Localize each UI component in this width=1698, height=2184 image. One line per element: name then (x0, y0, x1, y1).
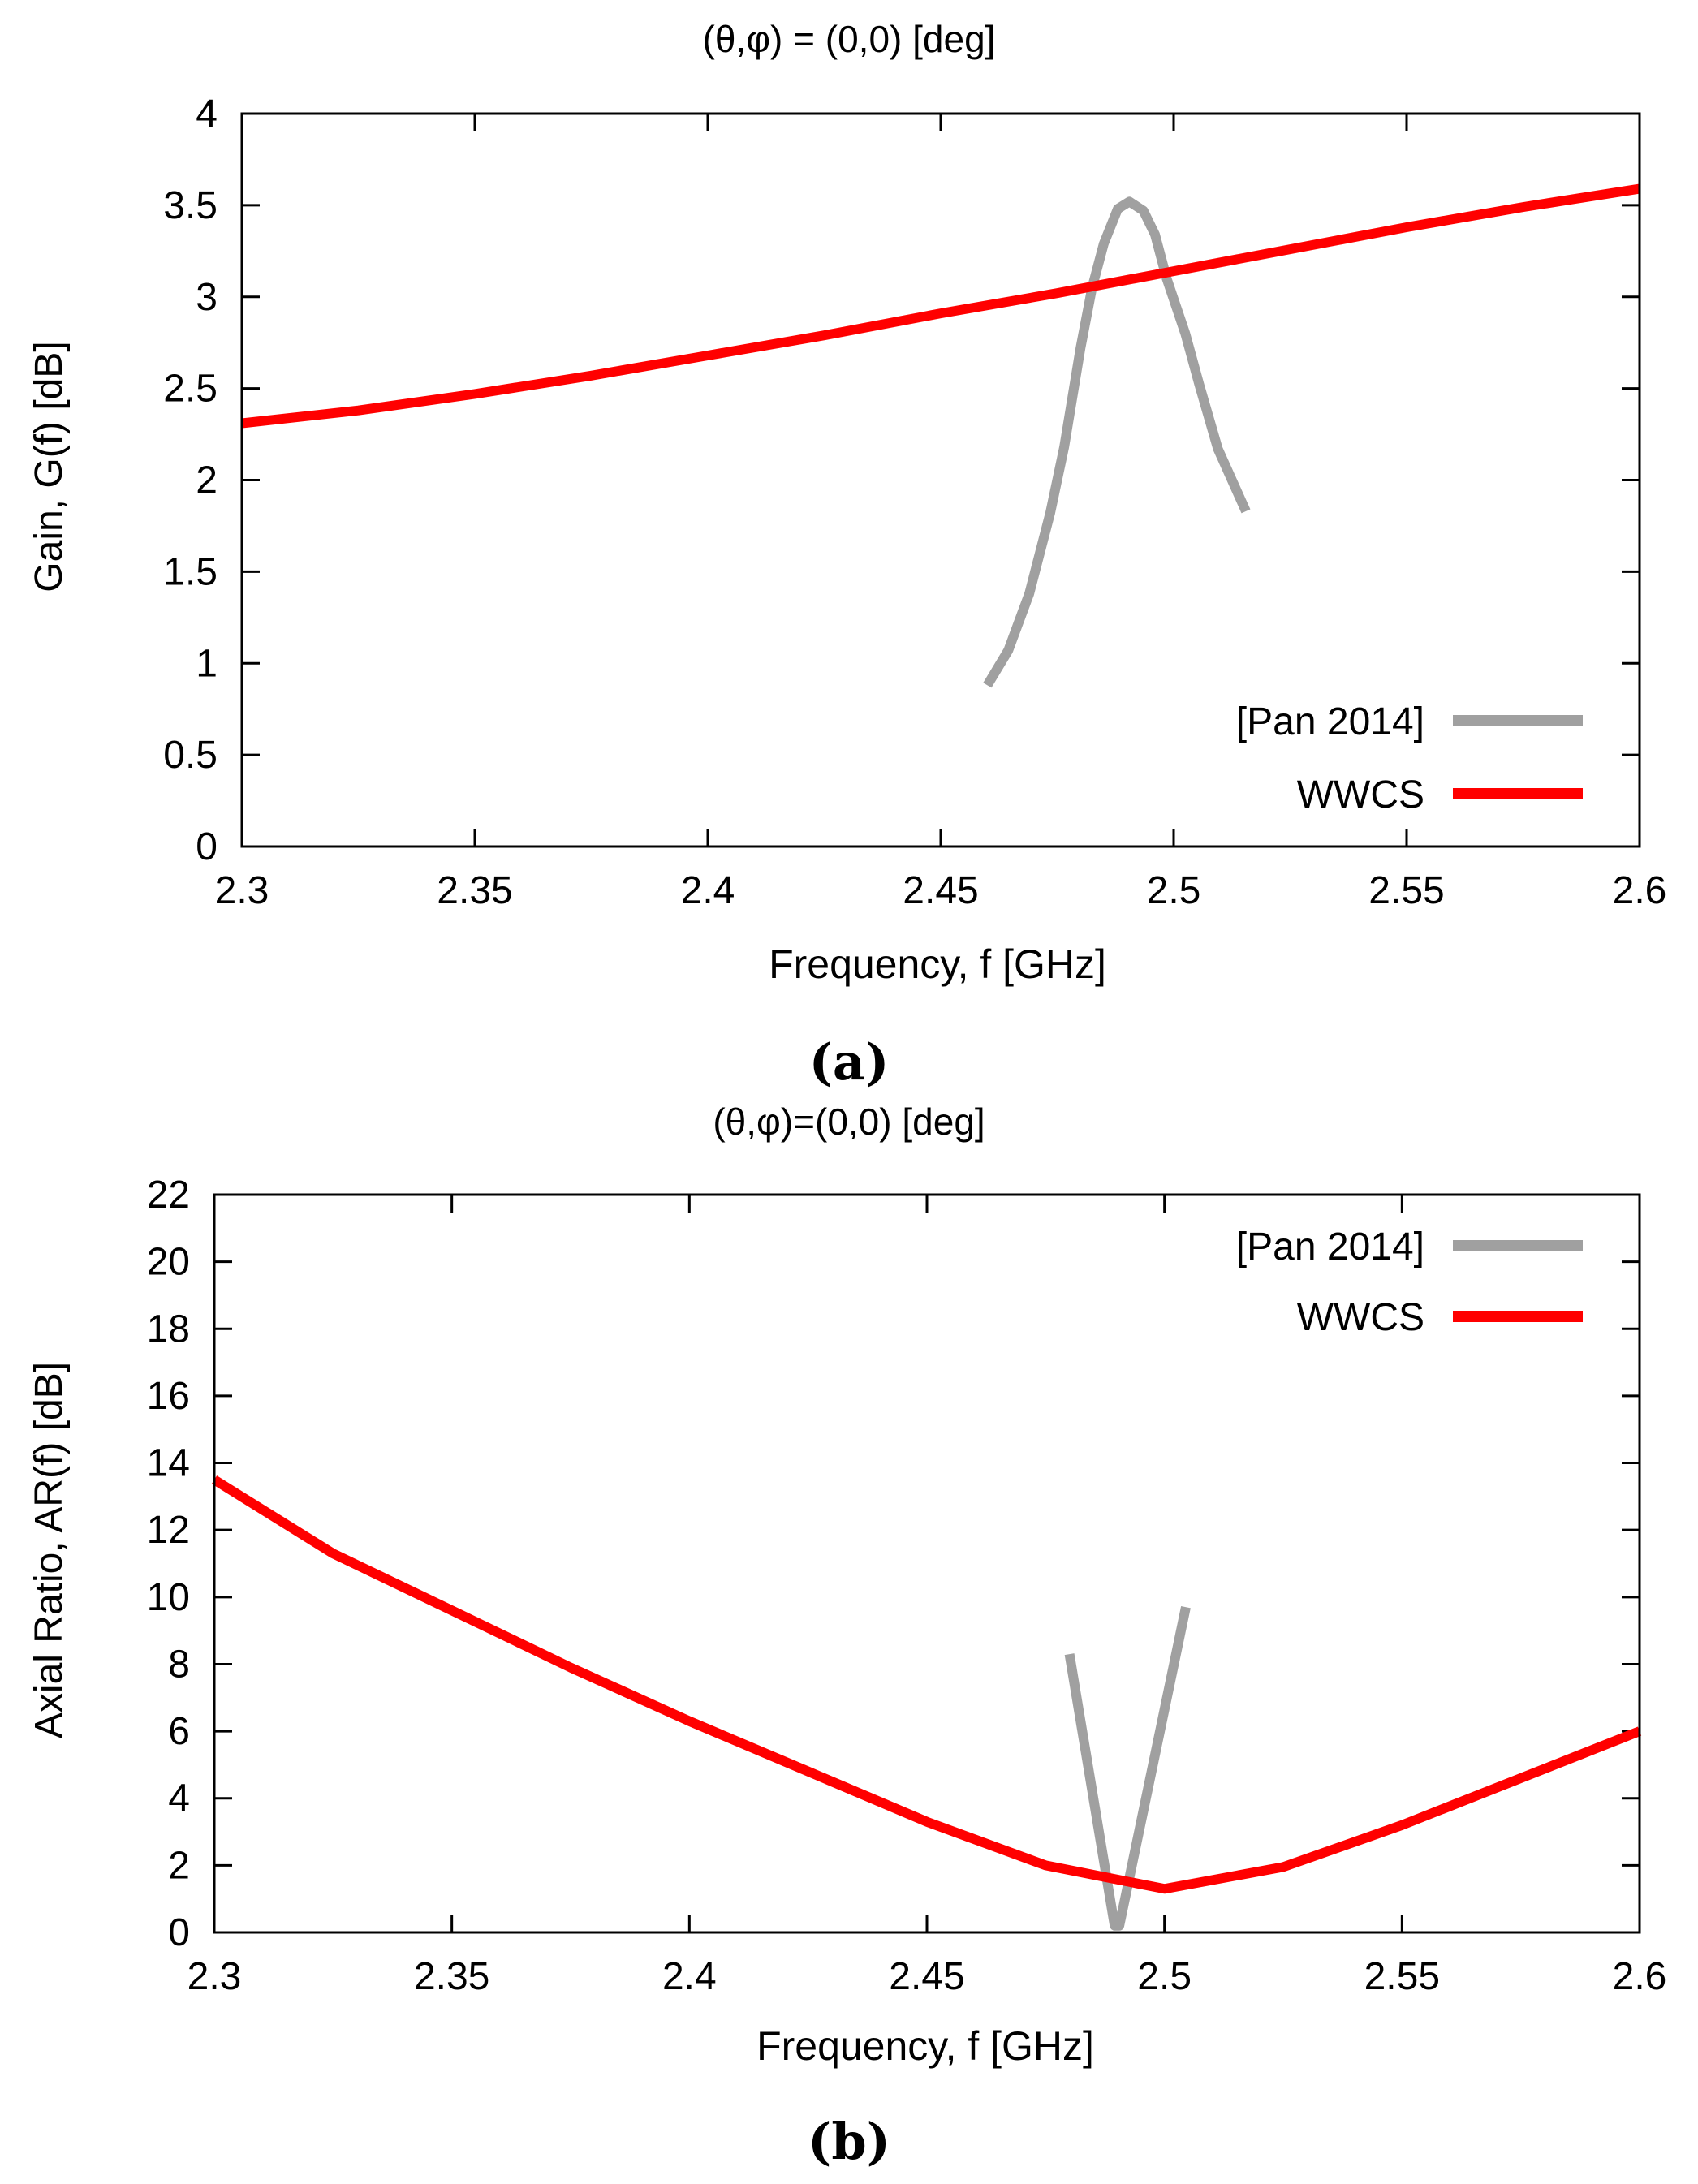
gain-x-tick-label: 2.35 (437, 869, 512, 912)
gain-y-tick-label: 3.5 (163, 184, 218, 227)
axial-ratio-y-axis-label: Axial Ratio, AR(f) [dB] (28, 1362, 71, 1738)
axial-ratio-legend-label-wwcs: WWCS (1297, 1296, 1424, 1339)
axial-ratio-y-tick-label: 22 (147, 1174, 190, 1217)
panel-a-label: (a) (809, 1032, 890, 1092)
axial-ratio-y-tick-label: 18 (147, 1307, 190, 1350)
panel-b-label: (b) (808, 2112, 890, 2171)
axial-ratio-pan-2014-series-line (1064, 1605, 1191, 1931)
gain-x-axis-label: Frequency, f [GHz] (769, 941, 1106, 987)
axial-ratio-y-tick-label: 8 (168, 1643, 190, 1686)
gain-legend-label-wwcs: WWCS (1297, 773, 1424, 816)
axial-ratio-y-tick-label: 10 (147, 1576, 190, 1619)
axial-ratio-x-tick-label: 2.55 (1364, 1955, 1440, 1998)
axial-ratio-x-tick-label: 2.45 (889, 1955, 964, 1998)
axial-ratio-y-tick-label: 6 (168, 1710, 190, 1753)
gain-y-tick-label: 1.5 (163, 550, 218, 593)
gain-x-tick-label: 2.5 (1147, 869, 1201, 912)
axial-ratio-x-tick-label: 2.3 (187, 1955, 242, 1998)
axial-ratio-y-tick-label: 12 (147, 1509, 190, 1552)
gain-y-tick-label: 4 (196, 93, 218, 136)
axial-ratio-x-tick-label: 2.5 (1137, 1955, 1192, 1998)
gain-plot-frame (240, 112, 1641, 848)
gain-pan-2014-series-line (983, 196, 1251, 688)
gain-y-tick-label: 1 (196, 642, 218, 685)
gain-x-tick-label: 2.6 (1613, 869, 1667, 912)
axial-ratio-y-tick-label: 16 (147, 1375, 190, 1418)
gain-x-tick-label: 2.55 (1368, 869, 1444, 912)
axial-ratio-y-tick-label: 14 (147, 1442, 190, 1485)
gain-legend-label-pan-2014: [Pan 2014] (1236, 700, 1424, 743)
axial-ratio-y-tick-label: 0 (168, 1911, 190, 1954)
axial-ratio-x-tick-label: 2.4 (662, 1955, 717, 1998)
gain-y-axis-label: Gain, G(f) [dB] (28, 341, 71, 592)
gain-wwcs-series-line (241, 183, 1640, 429)
gain-y-tick-label: 2.5 (163, 368, 218, 411)
axial-ratio-y-tick-label: 2 (168, 1844, 190, 1887)
gain-x-tick-label: 2.4 (681, 869, 735, 912)
gain-y-tick-label: 2 (196, 459, 218, 502)
gain-y-tick-label: 0 (196, 825, 218, 868)
gain-x-tick-label: 2.3 (215, 869, 269, 912)
axial-ratio-x-tick-label: 2.6 (1613, 1955, 1667, 1998)
gain-y-tick-label: 3 (196, 276, 218, 319)
axial-ratio-x-tick-label: 2.35 (414, 1955, 489, 1998)
axial-ratio-x-axis-label: Frequency, f [GHz] (756, 2023, 1094, 2069)
axial-ratio-plot-frame (213, 1193, 1641, 1934)
axial-ratio-wwcs-series-line (211, 1475, 1642, 1894)
axial-ratio-y-tick-label: 4 (168, 1777, 190, 1820)
gain-chart-title: (θ,φ) = (0,0) [deg] (703, 18, 996, 60)
axial-ratio-chart-title: (θ,φ)=(0,0) [deg] (713, 1101, 985, 1143)
axial-ratio-chart-panel: (θ,φ)=(0,0) [deg] Axial Ratio, AR(f) [dB… (28, 1101, 1666, 2171)
axial-ratio-y-tick-label: 20 (147, 1241, 190, 1284)
gain-chart-panel: (θ,φ) = (0,0) [deg] Gain, G(f) [dB] Freq… (28, 18, 1666, 1092)
gain-x-tick-label: 2.45 (903, 869, 978, 912)
axial-ratio-legend-label-pan-2014: [Pan 2014] (1236, 1226, 1424, 1269)
gain-y-tick-label: 0.5 (163, 734, 218, 777)
